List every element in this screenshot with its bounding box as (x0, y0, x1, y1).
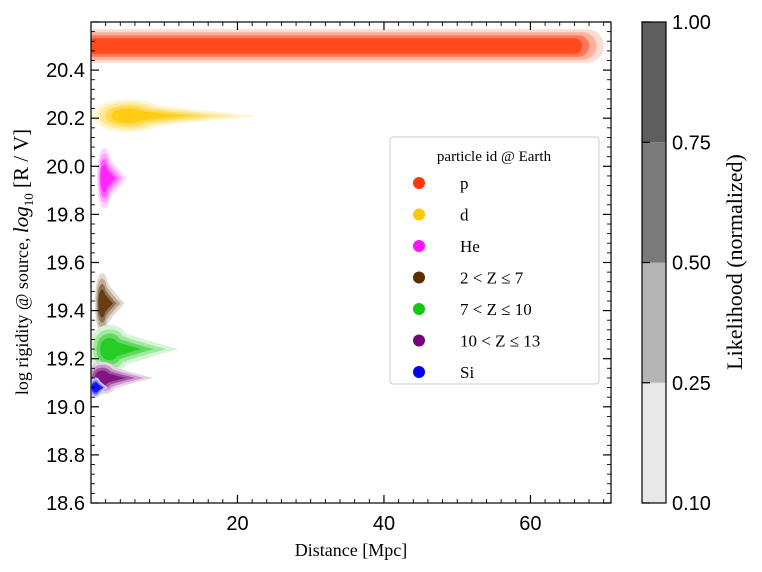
density-contours (91, 29, 604, 398)
legend-label: 7 < Z ≤ 10 (460, 300, 532, 319)
contour-group-2 (97, 148, 127, 209)
colorbar-tick-label: 0.50 (672, 253, 711, 275)
legend: particle id @ Earth pd He 2 < Z ≤ 7 7 < Z ≤… (389, 136, 600, 385)
contour-6-level-3 (91, 382, 104, 393)
legend-marker (413, 303, 425, 315)
y-tick-label: 19.6 (46, 253, 85, 275)
legend-label: 2 < Z ≤ 7 (460, 269, 524, 288)
y-axis-label: log rigidity @ source, log10 [R / V] (9, 129, 36, 395)
axis-ticks (91, 21, 611, 504)
legend-marker (413, 366, 425, 378)
x-tick-label: 20 (226, 513, 248, 535)
colorbar-ticks (642, 21, 650, 504)
legend-marker (413, 240, 425, 252)
colorbar-label: Likelihood (normalized) (722, 154, 747, 370)
y-tick-label: 19.2 (46, 349, 85, 371)
legend-marker (413, 177, 425, 189)
legend-label: d (460, 206, 469, 225)
contour-3-level-3 (98, 289, 114, 318)
y-tick-labels: 18.6 18.8 19.0 19.2 19.4 19.6 19.8 20.0 20.2 20.4 (46, 60, 85, 515)
colorbar-tick-label: 1.00 (672, 12, 711, 34)
y-tick-label: 20.2 (46, 108, 85, 130)
legend-marker (413, 334, 425, 347)
colorbar-band (642, 382, 666, 503)
y-tick-label: 18.6 (46, 493, 85, 515)
contour-1-level-3 (111, 108, 189, 124)
colorbar-tick-labels: 0.10 0.25 0.50 0.75 1.00 (672, 12, 711, 515)
legend-label: He (460, 237, 480, 256)
contour-group-0 (91, 29, 604, 63)
colorbar: 0.10 0.25 0.50 0.75 1.00 Likelihood (normali… (641, 12, 747, 515)
colorbar-tick-label: 0.10 (672, 493, 711, 515)
legend-label: p (460, 174, 469, 193)
y-tick-label: 20.0 (46, 156, 85, 178)
colorbar-tick-label: 0.25 (672, 373, 711, 395)
colorbar-bands (642, 22, 666, 503)
legend-label: 10 < Z ≤ 13 (460, 332, 540, 351)
contour-0-level-3 (91, 38, 583, 54)
y-tick-label: 20.4 (46, 60, 85, 82)
contour-group-1 (92, 99, 260, 132)
legend-title: particle id @ Earth (437, 149, 552, 165)
y-tick-label: 19.8 (46, 204, 85, 226)
x-tick-label: 40 (373, 513, 395, 535)
contour-2-level-3 (100, 164, 116, 193)
colorbar-band (642, 22, 666, 143)
contour-group-4 (91, 324, 179, 374)
x-tick-labels: 20 40 60 (226, 513, 541, 535)
contour-group-5 (91, 361, 154, 395)
y-tick-label: 19.4 (46, 301, 85, 323)
x-tick-label: 60 (519, 513, 541, 535)
colorbar-band (642, 142, 666, 263)
y-tick-label: 18.8 (46, 445, 85, 467)
legend-entries: pd He 2 < Z ≤ 7 7 < Z ≤ 10 10 < Z ≤ 13 Si (413, 174, 540, 382)
legend-label: Si (460, 363, 474, 382)
legend-marker (413, 271, 425, 284)
legend-marker (413, 208, 425, 221)
legend-box (389, 136, 600, 385)
contour-4-level-3 (100, 337, 142, 361)
y-tick-label: 19.0 (46, 397, 85, 419)
x-axis-label: Distance [Mpc] (295, 540, 407, 560)
contour-5-level-3 (94, 370, 126, 386)
colorbar-tick-label: 0.75 (672, 132, 711, 154)
contour-group-6 (91, 377, 108, 398)
contour-group-3 (94, 273, 125, 334)
colorbar-band (642, 262, 666, 383)
